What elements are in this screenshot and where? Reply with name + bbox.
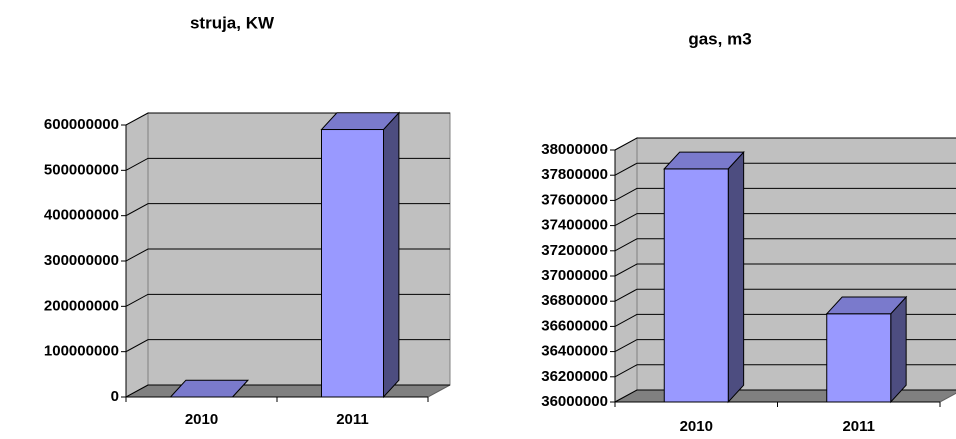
y-tick-label: 200000000 xyxy=(44,297,119,314)
bar-side xyxy=(383,111,400,399)
grid-line xyxy=(614,263,956,277)
bar-side xyxy=(890,295,907,404)
y-tick-label: 36800000 xyxy=(541,292,608,309)
grid-line xyxy=(614,162,956,176)
y-tick-label: 37600000 xyxy=(541,191,608,208)
y-tick-label: 300000000 xyxy=(44,252,119,269)
y-tick-label: 37200000 xyxy=(541,242,608,259)
x-tick-label: 2010 xyxy=(680,418,713,435)
chart-title: struja, KW xyxy=(190,13,275,32)
bar-top xyxy=(320,112,401,131)
chart-title: gas, m3 xyxy=(688,29,751,48)
x-tick-label: 2010 xyxy=(185,411,218,428)
bar-top xyxy=(825,296,908,315)
bar-top xyxy=(663,151,745,170)
bar xyxy=(321,129,384,398)
y-tick-label: 600000000 xyxy=(44,116,119,133)
y-tick-label: 37400000 xyxy=(541,217,608,234)
bar-top xyxy=(169,379,250,398)
grid-line xyxy=(614,213,956,227)
x-tick-label: 2011 xyxy=(336,411,369,428)
y-tick-label: 37000000 xyxy=(541,267,608,284)
y-tick-label: 36200000 xyxy=(541,368,608,385)
grid-line xyxy=(614,238,956,252)
y-tick-label: 38000000 xyxy=(541,141,608,158)
bar-side xyxy=(727,150,745,404)
y-tick-label: 37800000 xyxy=(541,166,608,183)
y-tick-label: 36600000 xyxy=(541,317,608,334)
bar xyxy=(826,313,892,403)
grid-line xyxy=(614,187,956,201)
x-tick-label: 2011 xyxy=(842,418,875,435)
y-tick-label: 400000000 xyxy=(44,207,119,224)
y-tick-label: 100000000 xyxy=(44,343,119,360)
y-tick-label: 36000000 xyxy=(541,393,608,410)
y-tick-label: 0 xyxy=(111,388,119,405)
y-tick-label: 36400000 xyxy=(541,343,608,360)
grid-line xyxy=(614,137,956,151)
bar xyxy=(663,168,729,403)
y-tick-label: 500000000 xyxy=(44,161,119,178)
grid-line xyxy=(614,288,956,302)
